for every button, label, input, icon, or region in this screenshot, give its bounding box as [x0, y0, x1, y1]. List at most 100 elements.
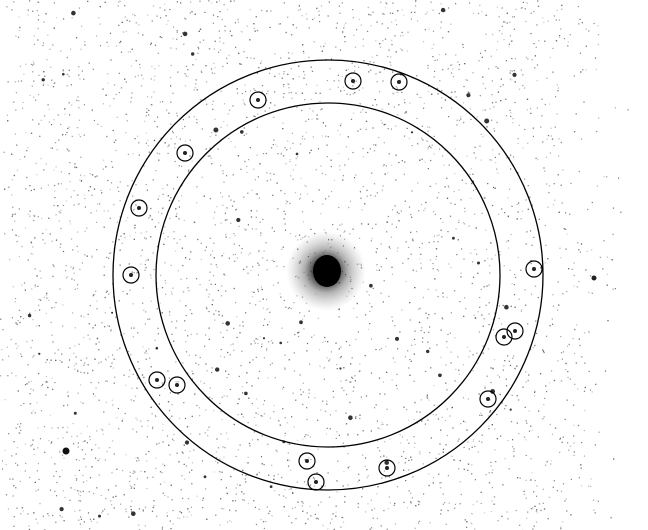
noise-dot: [254, 89, 256, 91]
noise-dot: [309, 478, 311, 480]
noise-dot: [143, 165, 145, 167]
noise-dot: [119, 216, 121, 218]
noise-dot: [34, 286, 36, 288]
noise-dot: [444, 10, 446, 12]
noise-dot: [324, 42, 326, 45]
noise-dot: [437, 295, 439, 298]
noise-dot: [68, 150, 70, 152]
noise-dot: [46, 297, 48, 299]
noise-dot: [447, 333, 449, 336]
noise-dot: [288, 92, 290, 94]
noise-dot: [427, 91, 429, 93]
noise-dot: [232, 343, 234, 345]
noise-dot: [398, 161, 400, 164]
noise-dot: [219, 11, 221, 13]
noise-dot: [508, 188, 511, 190]
noise-dot: [395, 384, 397, 387]
noise-dot: [74, 327, 76, 329]
noise-dot: [113, 453, 115, 455]
noise-dot: [460, 423, 462, 425]
noise-dot: [95, 35, 98, 37]
noise-dot: [329, 358, 331, 360]
noise-dot: [460, 276, 462, 278]
noise-dot: [331, 518, 333, 520]
noise-dot: [414, 11, 416, 13]
noise-dot: [184, 235, 186, 237]
noise-dot: [234, 260, 236, 262]
noise-dot: [20, 423, 22, 425]
noise-dot: [18, 255, 20, 258]
noise-dot: [537, 296, 539, 299]
noise-dot: [530, 458, 532, 460]
noise-dot: [49, 147, 51, 149]
noise-dot: [260, 232, 262, 234]
noise-dot: [289, 233, 291, 235]
noise-dot: [129, 471, 131, 473]
noise-dot: [430, 437, 432, 439]
noise-dot: [436, 59, 438, 61]
noise-dot: [43, 169, 45, 171]
noise-dot: [281, 476, 283, 479]
noise-dot: [175, 361, 177, 363]
noise-dot: [389, 61, 391, 63]
noise-dot: [525, 199, 527, 201]
noise-dot: [308, 389, 310, 391]
noise-dot: [69, 499, 71, 501]
noise-dot: [553, 183, 555, 185]
noise-dot: [75, 363, 77, 365]
noise-dot: [57, 427, 59, 429]
noise-dot: [448, 187, 450, 189]
noise-dot: [204, 11, 206, 13]
noise-dot: [105, 358, 107, 360]
noise-dot: [436, 268, 438, 271]
noise-dot: [105, 359, 107, 361]
noise-dot: [345, 379, 347, 381]
noise-dot: [316, 472, 318, 474]
noise-dot: [225, 233, 227, 236]
noise-dot: [358, 473, 360, 475]
noise-dot: [488, 482, 491, 484]
noise-dot: [380, 292, 382, 294]
noise-dot: [429, 326, 431, 328]
noise-dot: [166, 184, 168, 186]
noise-dot: [339, 169, 341, 171]
noise-dot: [534, 55, 536, 57]
noise-dot: [383, 124, 385, 126]
noise-dot: [538, 40, 540, 42]
noise-dot: [561, 4, 563, 6]
noise-dot: [54, 142, 57, 144]
noise-dot: [488, 68, 490, 70]
noise-dot: [504, 212, 506, 214]
noise-dot: [534, 344, 536, 347]
noise-dot: [530, 230, 532, 232]
noise-dot: [89, 518, 91, 520]
noise-dot: [34, 481, 36, 483]
noise-dot: [447, 231, 449, 233]
noise-dot: [37, 27, 39, 30]
noise-dot: [516, 218, 518, 220]
noise-dot: [187, 287, 189, 289]
noise-dot: [266, 180, 268, 182]
noise-dot: [405, 280, 407, 283]
noise-dot: [6, 6, 8, 8]
noise-dot: [62, 250, 65, 253]
noise-dot: [259, 336, 261, 338]
noise-dot: [54, 197, 56, 199]
noise-dot: [558, 19, 561, 21]
noise-dot: [455, 3, 457, 5]
noise-dot: [451, 91, 453, 93]
noise-dot: [144, 471, 146, 473]
noise-dot: [491, 500, 493, 502]
noise-dot: [506, 22, 508, 24]
noise-dot: [433, 404, 435, 406]
noise-dot: [346, 93, 348, 95]
noise-dot: [262, 218, 264, 220]
noise-dot: [358, 370, 361, 372]
noise-dot: [430, 367, 432, 369]
noise-dot: [444, 149, 446, 151]
noise-dot: [106, 41, 108, 43]
noise-dot: [283, 299, 285, 302]
noise-dot: [39, 438, 42, 440]
noise-dot: [382, 40, 384, 42]
noise-dot: [479, 95, 481, 97]
